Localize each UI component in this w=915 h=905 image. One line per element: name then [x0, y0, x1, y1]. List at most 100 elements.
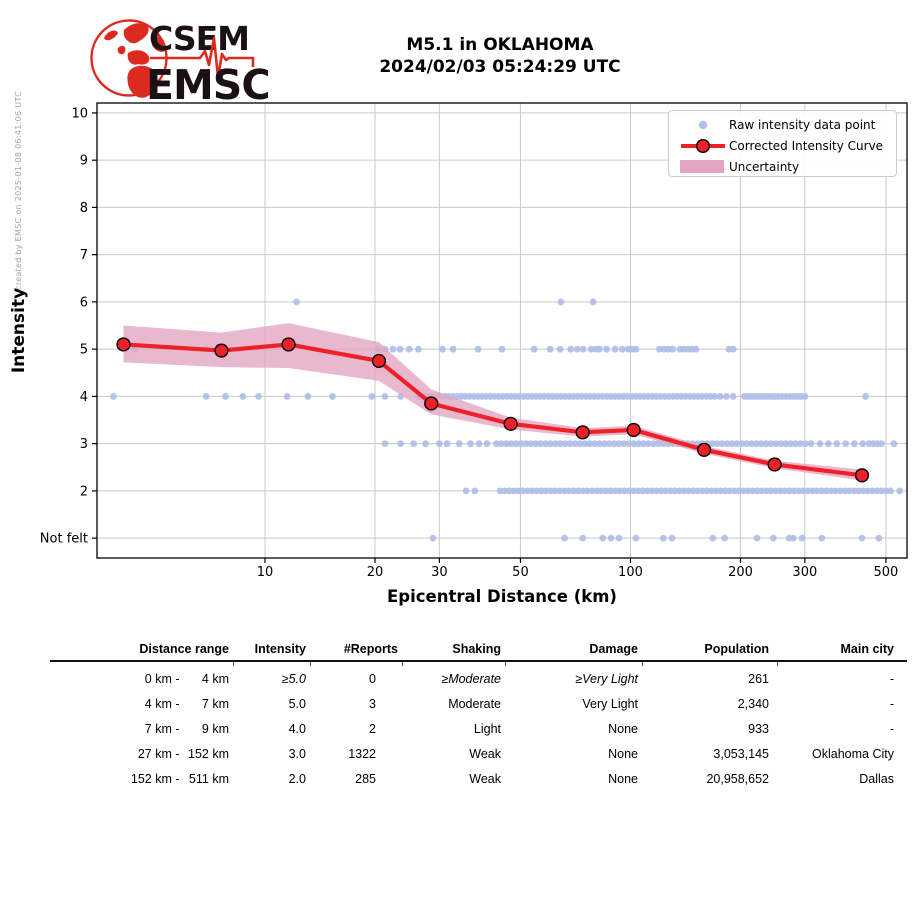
raw-data-point: [389, 345, 397, 353]
raw-data-point: [610, 440, 618, 448]
table-row: 152 km - 511 km 2.0 285 Weak None 20,958…: [50, 766, 907, 791]
raw-point-marker-icon: [677, 116, 729, 134]
x-tick-label: 10: [257, 565, 274, 580]
population-cell: 261: [748, 671, 769, 686]
y-tick-label: 6: [80, 295, 88, 310]
intensity-cell: 3.0: [288, 746, 306, 761]
legend-item-raw: Raw intensity data point: [677, 114, 896, 135]
curve-point-marker: [116, 337, 131, 352]
raw-data-point: [611, 345, 619, 353]
raw-data-point: [757, 440, 765, 448]
raw-data-point: [329, 393, 336, 400]
raw-data-point: [605, 440, 613, 448]
raw-data-point: [782, 440, 790, 448]
raw-data-point: [551, 440, 559, 448]
raw-data-point: [589, 298, 597, 306]
raw-data-point: [566, 440, 574, 448]
raw-data-point: [527, 440, 535, 448]
x-tick-label: 100: [618, 565, 643, 580]
legend-label: Corrected Intensity Curve: [729, 138, 884, 153]
raw-data-point: [522, 440, 530, 448]
population-cell: 933: [748, 721, 769, 736]
raw-data-point: [862, 393, 870, 400]
title-line1: M5.1 in OKLAHOMA: [406, 35, 594, 55]
city-cell: -: [889, 671, 894, 686]
raw-data-point: [816, 440, 824, 448]
raw-data-point: [722, 393, 730, 400]
table-row: 0 km - 4 km ≥5.0 0 ≥Moderate ≥Very Light…: [50, 666, 907, 691]
y-tick-label: 3: [80, 437, 88, 452]
raw-data-point: [397, 440, 405, 448]
y-tick-label: 10: [71, 106, 88, 121]
legend-label: Raw intensity data point: [729, 117, 876, 132]
raw-data-point: [738, 440, 746, 448]
raw-data-point: [797, 440, 804, 448]
shaking-cell: Moderate: [448, 696, 501, 711]
raw-data-point: [708, 440, 716, 448]
damage-cell: None: [608, 721, 638, 736]
curve-point-marker: [626, 422, 641, 438]
raw-data-point: [429, 534, 437, 542]
header-population: Population: [642, 640, 777, 662]
curve-point-marker: [371, 353, 387, 369]
curve-point-marker: [854, 468, 870, 483]
raw-data-point: [640, 440, 647, 448]
raw-data-point: [767, 440, 775, 448]
intensity-cell: 2.0: [288, 771, 306, 786]
raw-data-point: [498, 440, 505, 448]
y-tick-label: 4: [80, 390, 88, 405]
raw-data-point: [632, 345, 640, 353]
raw-data-point: [801, 393, 809, 400]
raw-data-point: [772, 440, 780, 448]
raw-data-point: [649, 440, 657, 448]
raw-data-point: [110, 393, 117, 400]
curve-marker-icon: [677, 137, 729, 155]
raw-data-point: [807, 440, 815, 448]
globe-icon: [90, 19, 168, 98]
raw-data-point: [833, 440, 841, 448]
population-cell: 20,958,652: [706, 771, 769, 786]
raw-data-point: [202, 393, 210, 400]
x-tick-label: 500: [874, 565, 899, 580]
city-cell: Oklahoma City: [812, 746, 894, 761]
distance-from: 4 km: [144, 696, 172, 711]
raw-data-point: [556, 440, 564, 448]
shaking-cell: Light: [473, 721, 501, 736]
raw-data-point: [723, 440, 731, 448]
y-axis-label: Intensity: [9, 288, 29, 373]
population-cell: 2,340: [737, 696, 769, 711]
distance-range-cell: 152 km - 511 km: [50, 766, 233, 791]
table-row: 7 km - 9 km 4.0 2 Light None 933 -: [50, 716, 907, 741]
raw-data-point: [435, 440, 443, 448]
header-damage: Damage: [505, 640, 642, 662]
intensity-summary-table: Distance range Intensity #Reports Shakin…: [50, 640, 907, 791]
raw-data-point: [512, 440, 520, 448]
raw-data-point: [599, 534, 607, 542]
distance-from: 27 km: [137, 746, 172, 761]
raw-data-point: [718, 440, 726, 448]
raw-data-point: [381, 393, 389, 400]
raw-data-point: [579, 345, 587, 353]
raw-data-point: [632, 534, 640, 542]
legend-item-curve: Corrected Intensity Curve: [677, 135, 896, 156]
raw-data-point: [625, 440, 633, 448]
distance-range-cell: 27 km - 152 km: [50, 741, 233, 766]
raw-data-point: [595, 345, 603, 353]
raw-data-point: [571, 440, 579, 448]
raw-data-point: [415, 345, 422, 353]
raw-data-point: [502, 440, 510, 448]
raw-data-point: [716, 393, 724, 400]
raw-data-point: [890, 440, 898, 448]
shaking-cell: ≥Moderate: [441, 671, 501, 686]
header-intensity: Intensity: [233, 640, 310, 662]
raw-data-point: [752, 440, 760, 448]
raw-data-point: [493, 440, 500, 448]
raw-data-point: [669, 345, 677, 353]
x-tick-label: 30: [431, 565, 448, 580]
raw-data-point: [222, 393, 229, 400]
shaking-cell: Weak: [469, 771, 501, 786]
reports-cell: 2: [369, 721, 376, 736]
chart-legend: Raw intensity data point Corrected Inten…: [668, 110, 897, 177]
title-line2: 2024/02/03 05:24:29 UTC: [379, 57, 621, 77]
raw-data-point: [777, 440, 785, 448]
